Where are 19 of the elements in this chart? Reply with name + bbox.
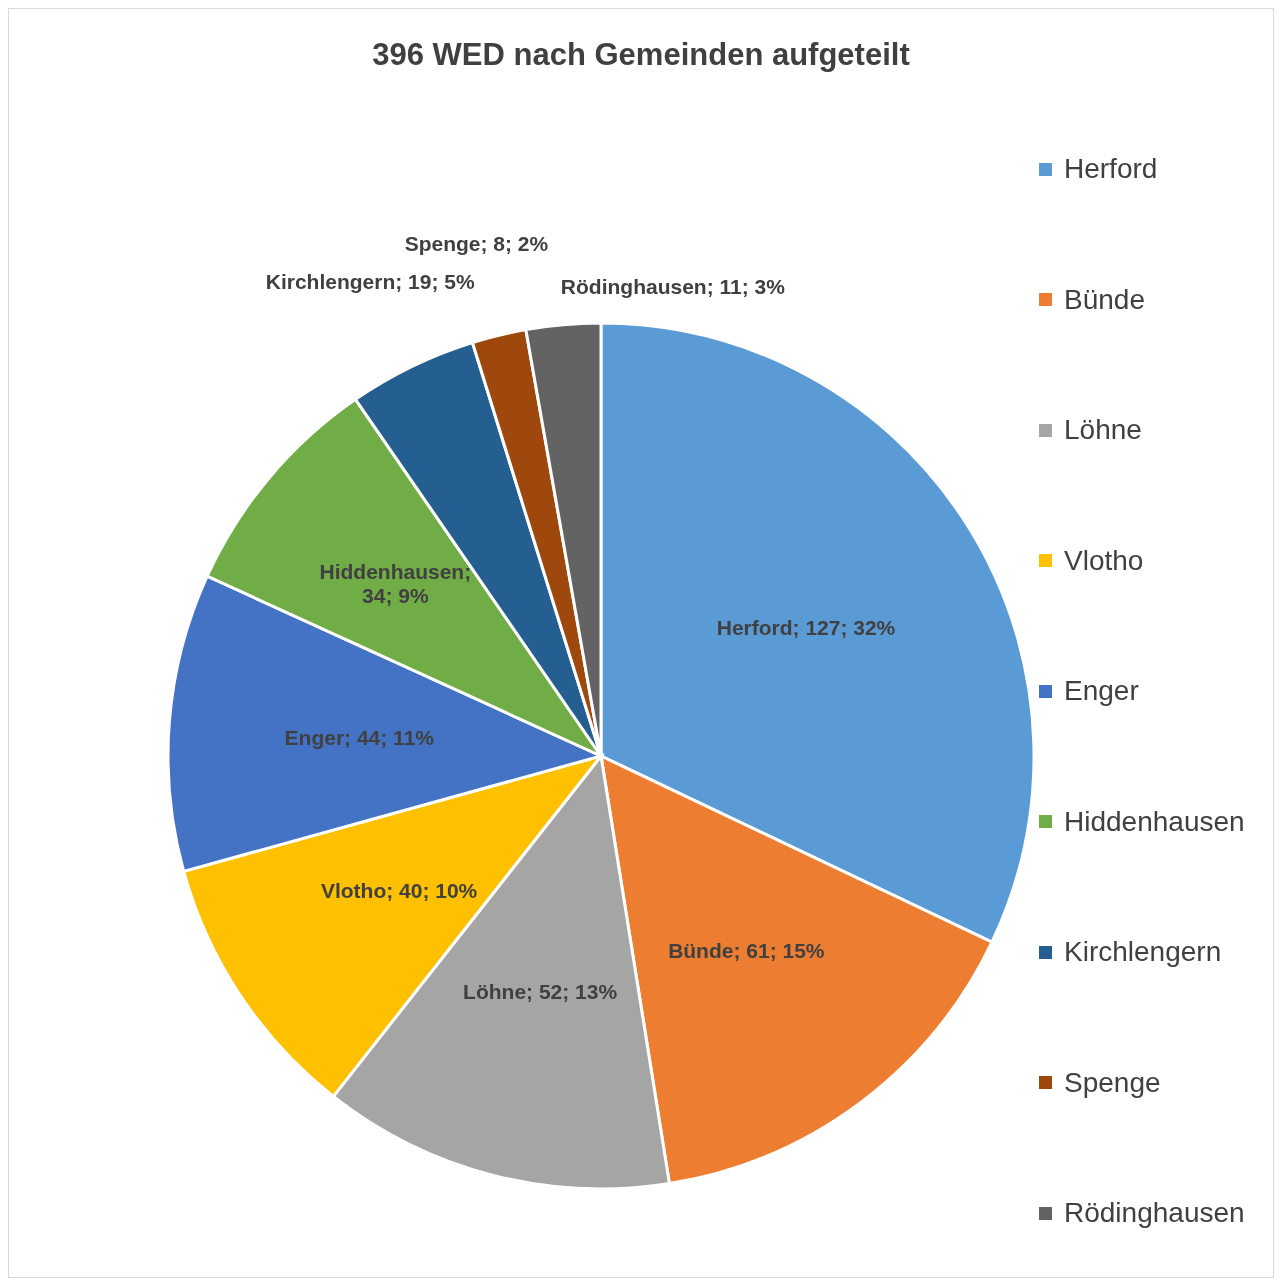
legend-label: Bünde (1064, 283, 1145, 316)
data-label: Bünde; 61; 15% (668, 938, 825, 962)
data-label: Herford; 127; 32% (716, 615, 896, 639)
legend-label: Rödinghausen (1064, 1197, 1245, 1230)
legend-label: Enger (1064, 675, 1139, 708)
legend-label: Hiddenhausen (1064, 805, 1245, 838)
legend-label: Kirchlengern (1064, 936, 1222, 969)
legend-label: Vlotho (1064, 544, 1144, 577)
data-label: Hiddenhausen; 34; 9% (319, 559, 472, 607)
data-label: Löhne; 52; 13% (463, 979, 618, 1003)
legend-label: Spenge (1064, 1066, 1161, 1099)
data-label: Rödinghausen; 11; 3% (560, 274, 786, 298)
legend-label: Herford (1064, 153, 1158, 186)
data-label: Kirchlengern; 19; 5% (265, 269, 475, 293)
data-label: Enger; 44; 11% (284, 725, 435, 749)
data-label: Spenge; 8; 2% (404, 231, 549, 255)
legend-label: Löhne (1064, 414, 1142, 447)
chart-title: 396 WED nach Gemeinden aufgeteilt (371, 37, 911, 73)
data-label: Vlotho; 40; 10% (320, 878, 478, 902)
